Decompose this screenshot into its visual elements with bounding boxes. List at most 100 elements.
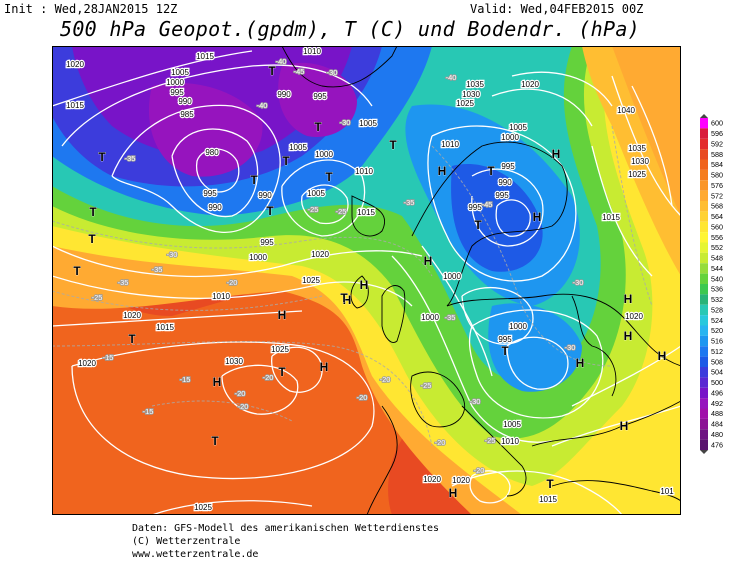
isobar-label: 995 (468, 203, 482, 212)
isobar-label: 1010 (303, 47, 321, 56)
low-pressure-marker: T (389, 138, 397, 152)
footer-copyright: (C) Wetterzentrale (132, 536, 241, 547)
isobar-label: 1010 (212, 292, 230, 301)
isobar-label: 995 (313, 92, 327, 101)
legend-label: 500 (711, 378, 723, 387)
legend-swatch (700, 201, 708, 212)
temperature-label: -25 (485, 436, 496, 445)
temperature-label: -40 (276, 57, 287, 66)
legend-label: 588 (711, 150, 723, 159)
isobar-label: 1000 (249, 253, 267, 262)
high-pressure-marker: H (343, 293, 352, 307)
isobar-label: 1010 (355, 167, 373, 176)
isobar-label: 995 (495, 191, 509, 200)
isobar-label: 995 (498, 335, 512, 344)
isobar-label: 1015 (66, 101, 84, 110)
high-pressure-marker: H (620, 419, 629, 433)
isobar-label: 985 (180, 110, 194, 119)
legend-swatch (700, 356, 708, 367)
isobar-label: 1005 (289, 143, 307, 152)
temperature-label: -40 (446, 73, 457, 82)
temperature-label: -35 (118, 278, 129, 287)
isobar-label: 1035 (628, 144, 646, 153)
isobar-label: 1015 (602, 213, 620, 222)
legend-swatch (700, 346, 708, 357)
isobar-label: 1020 (423, 475, 441, 484)
legend-label: 488 (711, 409, 723, 418)
legend-swatch (700, 284, 708, 295)
legend-swatch (700, 398, 708, 409)
low-pressure-marker: T (501, 344, 509, 358)
low-pressure-marker: T (340, 291, 348, 305)
isobar-label: 1005 (509, 123, 527, 132)
temperature-label: -15 (180, 375, 191, 384)
legend-swatch (700, 242, 708, 253)
legend-label: 560 (711, 222, 723, 231)
temperature-label: -15 (143, 407, 154, 416)
high-pressure-marker: H (278, 308, 287, 322)
high-pressure-marker: H (449, 486, 458, 500)
legend-label: 520 (711, 326, 723, 335)
legend-label: 548 (711, 254, 723, 263)
temperature-label: -35 (445, 313, 456, 322)
high-pressure-marker: H (533, 210, 542, 224)
low-pressure-marker: T (546, 477, 554, 491)
isobar-label: 1000 (421, 313, 439, 322)
temperature-labels: -35-35-35-30-25-20-15-15-15-20-20-20-40-… (91, 56, 584, 476)
legend-label: 484 (711, 420, 723, 429)
high-pressure-marker: H (360, 278, 369, 292)
legend-swatch (700, 252, 708, 264)
temperature-label: -25 (92, 293, 103, 302)
low-pressure-marker: T (73, 264, 81, 278)
legend-label: 600 (711, 119, 723, 128)
isobar-label: 1025 (271, 345, 289, 354)
legend-swatch (700, 263, 708, 274)
legend-label: 552 (711, 243, 723, 252)
legend-swatch (700, 118, 708, 129)
temperature-label: -35 (404, 198, 415, 207)
coastlines (281, 46, 681, 515)
isobar-label: 1020 (311, 250, 329, 259)
high-pressure-marker: H (320, 360, 329, 374)
isobar-label: 1025 (302, 276, 320, 285)
isobars (52, 50, 681, 515)
legend-label: 540 (711, 274, 723, 283)
legend-swatch (700, 273, 708, 284)
legend-label: 592 (711, 139, 723, 148)
isobar-label: 1015 (357, 208, 375, 217)
isobar-label: 1000 (166, 78, 184, 87)
isotherms (52, 125, 653, 447)
map-border (52, 46, 681, 515)
geopotential-field (52, 46, 681, 515)
valid-time: Valid: Wed,04FEB2015 00Z (470, 2, 644, 16)
isobar-label: 1005 (171, 68, 189, 77)
legend-label: 576 (711, 181, 723, 190)
temperature-label: -20 (263, 373, 274, 382)
legend-swatch (700, 335, 708, 347)
temperature-label: -30 (470, 397, 481, 406)
legend-label: 568 (711, 202, 723, 211)
isobar-label: 995 (170, 88, 184, 97)
temperature-label: -20 (238, 402, 249, 411)
isobar-label: 1020 (66, 60, 84, 69)
low-pressure-marker: T (314, 120, 322, 134)
legend-swatch (700, 367, 708, 378)
legend-swatch (700, 418, 708, 430)
isobar-label: 990 (258, 191, 272, 200)
isobar-label: 990 (208, 203, 222, 212)
temperature-label: -25 (336, 207, 347, 216)
isobar-label: 1015 (156, 323, 174, 332)
high-pressure-marker: H (213, 375, 222, 389)
isobar-label: 1020 (123, 311, 141, 320)
legend-label: 516 (711, 337, 723, 346)
isobar-label: 1020 (452, 476, 470, 485)
legend-label: 596 (711, 129, 723, 138)
legend-label: 544 (711, 264, 723, 273)
isobar-label: 1020 (78, 359, 96, 368)
isobar-label: 1010 (501, 437, 519, 446)
temperature-label: -35 (125, 154, 136, 163)
temperature-label: -30 (573, 278, 584, 287)
